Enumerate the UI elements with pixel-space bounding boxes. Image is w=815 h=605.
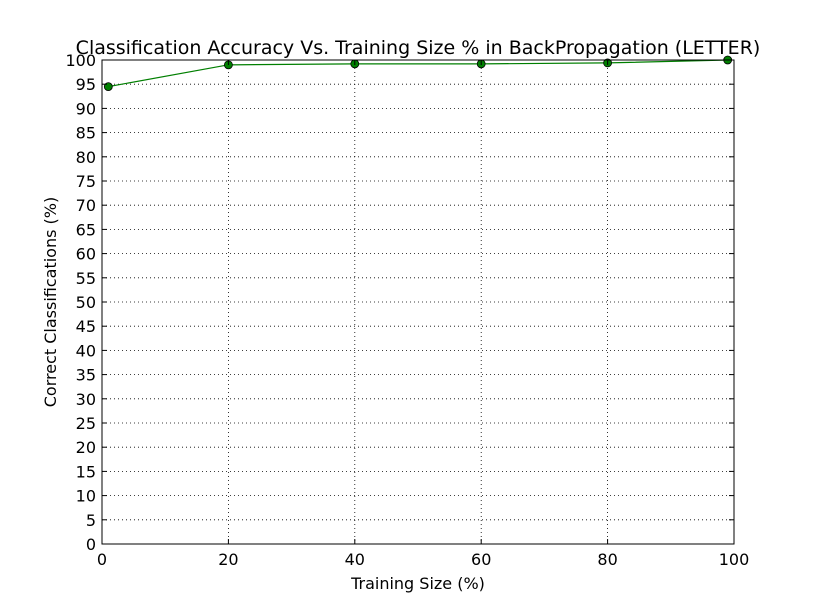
grid — [101, 59, 735, 545]
y-tick-label: 5 — [86, 511, 96, 530]
y-tick-label: 55 — [76, 269, 96, 288]
x-axis-label: Training Size (%) — [350, 574, 485, 593]
series-line — [108, 59, 728, 88]
x-tick-label: 40 — [345, 550, 365, 569]
x-tick-label: 80 — [597, 550, 617, 569]
y-tick-label: 60 — [76, 245, 96, 264]
y-tick-label: 50 — [76, 293, 96, 312]
chart-title: Classification Accuracy Vs. Training Siz… — [76, 37, 761, 59]
x-tick-label: 100 — [719, 550, 750, 569]
x-tick-label: 60 — [471, 550, 491, 569]
series-layer — [103, 55, 733, 92]
y-tick-label: 20 — [76, 438, 96, 457]
y-tick-label: 80 — [76, 148, 96, 167]
y-tick-label: 65 — [76, 220, 96, 239]
y-tick-label: 30 — [76, 390, 96, 409]
y-tick-label: 90 — [76, 99, 96, 118]
y-tick-label: 85 — [76, 124, 96, 143]
y-tick-label: 15 — [76, 462, 96, 481]
y-axis-label: Correct Classifications (%) — [41, 197, 60, 407]
y-tick-label: 100 — [65, 51, 96, 70]
y-tick-label: 0 — [86, 535, 96, 554]
x-tick-label: 20 — [218, 550, 238, 569]
y-tick-label: 95 — [76, 75, 96, 94]
axis-ticks: 0 5 10 15 20 25 30 35 40 45 50 55 60 65 70 75 80 85 90 95 10… — [65, 51, 749, 569]
x-tick-label: 0 — [97, 550, 107, 569]
y-tick-label: 45 — [76, 317, 96, 336]
y-tick-label: 25 — [76, 414, 96, 433]
y-tick-label: 10 — [76, 487, 96, 506]
y-tick-label: 35 — [76, 366, 96, 385]
y-tick-label: 40 — [76, 341, 96, 360]
y-tick-label: 70 — [76, 196, 96, 215]
y-tick-label: 75 — [76, 172, 96, 191]
